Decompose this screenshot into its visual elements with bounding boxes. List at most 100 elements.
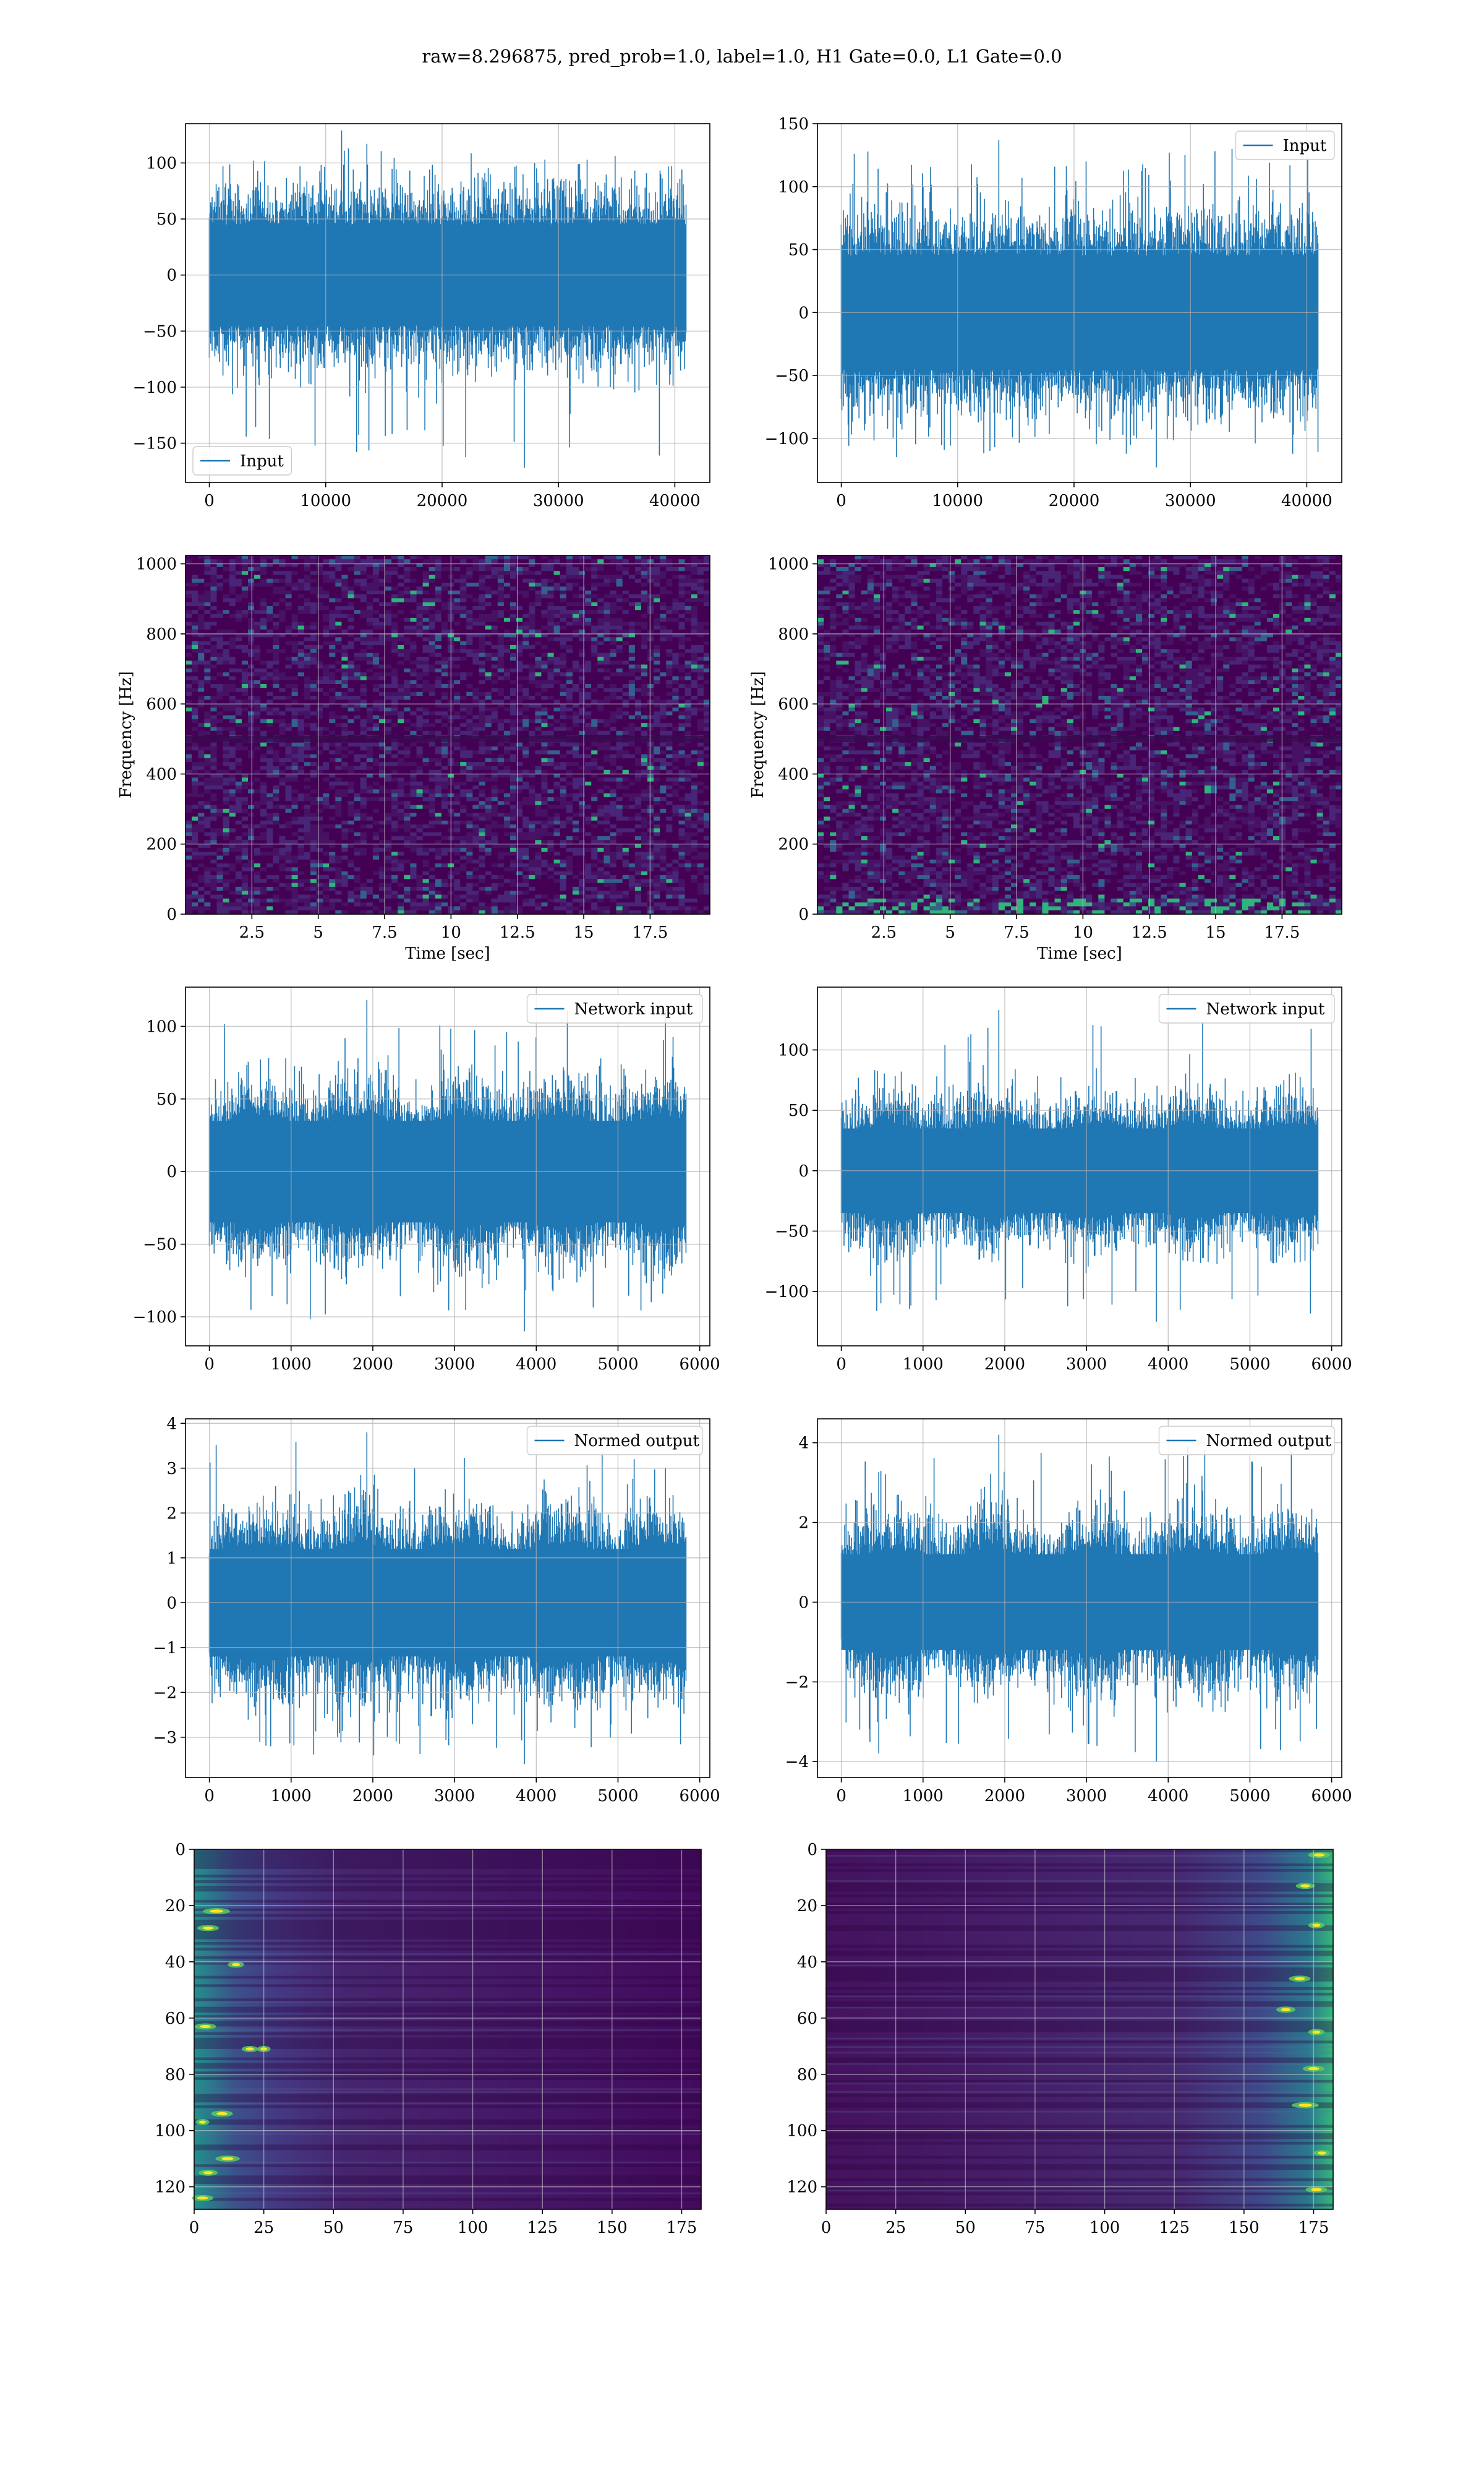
feature-map-hotspot-core xyxy=(1298,2104,1312,2107)
spectrogram-cells-mid xyxy=(186,555,710,914)
feature-map-background xyxy=(194,1849,701,2209)
x-tick-label: 0 xyxy=(204,492,215,510)
feature-map-hotspot-core xyxy=(202,1926,214,1930)
x-tick-label: 30000 xyxy=(533,492,584,510)
x-tick-label: 0 xyxy=(836,492,846,510)
y-axis-label: Frequency [Hz] xyxy=(117,671,135,798)
x-tick-label: 1000 xyxy=(903,1355,944,1374)
y-tick-label: −100 xyxy=(765,430,809,448)
x-tick-label: 2.5 xyxy=(239,923,265,942)
series-line-input_h1 xyxy=(208,130,687,468)
y-tick-label: 80 xyxy=(797,2066,817,2084)
panel-net_h1: 0 1000 2000 3000 4000 5000 6000 −100 −50 0 50 100 Ne… xyxy=(133,987,720,1374)
panel-spec_h1: 2.5 5 7.5 10 12.5 15 17.5 0 200 400 600 800 1000 Time… xyxy=(117,555,710,963)
x-tick-label: 75 xyxy=(1025,2219,1045,2237)
y-tick-label: −50 xyxy=(143,1236,177,1254)
y-tick-label: 0 xyxy=(798,1593,809,1612)
y-tick-label: 0 xyxy=(798,304,809,322)
x-tick-label: 100 xyxy=(1090,2219,1120,2237)
feature-map-hotspot-core xyxy=(1313,1853,1325,1857)
x-tick-label: 6000 xyxy=(680,1787,720,1805)
x-tick-label: 5000 xyxy=(1229,1355,1270,1374)
y-tick-label: 3 xyxy=(166,1460,177,1478)
legend: Input xyxy=(1235,131,1335,160)
x-tick-label: 150 xyxy=(1229,2219,1260,2237)
axes-frame xyxy=(185,555,710,915)
x-tick-label: 5 xyxy=(313,923,323,942)
y-tick-label: 200 xyxy=(778,836,809,854)
x-tick-label: 0 xyxy=(836,1355,846,1374)
y-tick-label: 400 xyxy=(146,765,177,784)
axes-frame xyxy=(825,1849,1334,2210)
feature-map-rows-dark xyxy=(826,1849,1333,2207)
feature-map-hotspot-core xyxy=(1311,2188,1322,2191)
feature-map-hotspot-core xyxy=(1312,1924,1321,1927)
feature-map-rows-light xyxy=(194,1953,701,2194)
feature-map-hotspot-core xyxy=(221,2157,234,2160)
x-tick-label: 175 xyxy=(667,2219,697,2237)
y-tick-label: 60 xyxy=(797,2010,817,2028)
axes-frame xyxy=(817,555,1342,915)
y-tick-label: 50 xyxy=(156,1090,177,1109)
x-tick-label: 5000 xyxy=(597,1787,638,1805)
x-tick-label: 2000 xyxy=(984,1787,1025,1805)
x-tick-label: 3000 xyxy=(434,1355,475,1374)
legend-box xyxy=(1235,131,1335,160)
legend: Normed output xyxy=(1158,1426,1335,1455)
y-tick-label: 1000 xyxy=(768,555,809,574)
x-tick-label: 100 xyxy=(458,2219,488,2237)
y-tick-label: 100 xyxy=(787,2122,817,2141)
panel-norm_l1: 0 1000 2000 3000 4000 5000 6000 −4 −2 0 2 4 Normed o… xyxy=(785,1418,1352,1805)
axes-frame xyxy=(194,1849,702,2210)
x-tick-label: 10 xyxy=(441,923,461,942)
y-tick-label: 0 xyxy=(798,905,809,924)
x-tick-label: 50 xyxy=(323,2219,344,2237)
x-tick-label: 25 xyxy=(254,2219,274,2237)
y-tick-label: −50 xyxy=(775,1222,809,1241)
x-tick-label: 40000 xyxy=(649,492,701,510)
panel-norm_h1: 0 1000 2000 3000 4000 5000 6000 −3 −2 −1 0 1 2 3 4 Norm… xyxy=(153,1415,720,1805)
x-tick-label: 2.5 xyxy=(871,923,897,942)
axes-frame xyxy=(185,123,710,483)
feature-map-hotspot-core xyxy=(199,2120,207,2124)
panel-input_l1: 0 10000 20000 30000 40000 −100 −50 0 50 100 150 Inp… xyxy=(765,115,1342,510)
y-tick-label: 0 xyxy=(166,1163,177,1181)
y-tick-label: 800 xyxy=(778,625,809,644)
y-tick-label: −50 xyxy=(143,322,177,341)
feature-map-rows-dark xyxy=(194,1849,701,2201)
x-tick-label: 4000 xyxy=(1148,1787,1188,1805)
spectrogram-cells-mid xyxy=(817,555,1342,914)
legend-label: Network input xyxy=(574,1000,693,1019)
x-tick-label: 175 xyxy=(1298,2219,1329,2237)
legend-box xyxy=(1158,1426,1335,1455)
x-tick-label: 12.5 xyxy=(1132,923,1167,942)
y-tick-label: 80 xyxy=(165,2066,186,2084)
series-line-norm_l1 xyxy=(840,1434,1319,1762)
x-tick-label: 5000 xyxy=(1229,1787,1270,1805)
feature-map-hotspot-core xyxy=(1318,2151,1326,2155)
y-tick-label: −4 xyxy=(785,1753,809,1771)
x-tick-label: 30000 xyxy=(1165,492,1216,510)
x-tick-label: 0 xyxy=(836,1787,846,1805)
x-tick-label: 6000 xyxy=(1311,1355,1352,1374)
x-tick-label: 50 xyxy=(955,2219,976,2237)
legend: Input xyxy=(192,446,292,476)
y-tick-label: −2 xyxy=(153,1684,177,1702)
series-line-net_l1 xyxy=(840,1010,1319,1322)
y-tick-label: 50 xyxy=(788,241,809,260)
y-tick-label: −100 xyxy=(765,1283,809,1301)
x-tick-label: 125 xyxy=(1159,2219,1190,2237)
x-tick-label: 15 xyxy=(574,923,594,942)
x-tick-label: 7.5 xyxy=(1004,923,1029,942)
axes-frame xyxy=(185,1418,710,1778)
legend-label: Network input xyxy=(1206,1000,1325,1019)
panel-spec_l1: 2.5 5 7.5 10 12.5 15 17.5 0 200 400 600 800 1000 Time… xyxy=(749,555,1342,963)
x-tick-label: 4000 xyxy=(516,1355,556,1374)
series-line-input_l1 xyxy=(840,140,1319,468)
legend: Network input xyxy=(1158,994,1335,1024)
y-tick-label: 400 xyxy=(778,765,809,784)
x-tick-label: 2000 xyxy=(352,1355,393,1374)
y-tick-label: 50 xyxy=(788,1102,809,1120)
y-tick-label: −100 xyxy=(133,1308,177,1327)
feature-map-hotspot-core xyxy=(203,2171,213,2175)
